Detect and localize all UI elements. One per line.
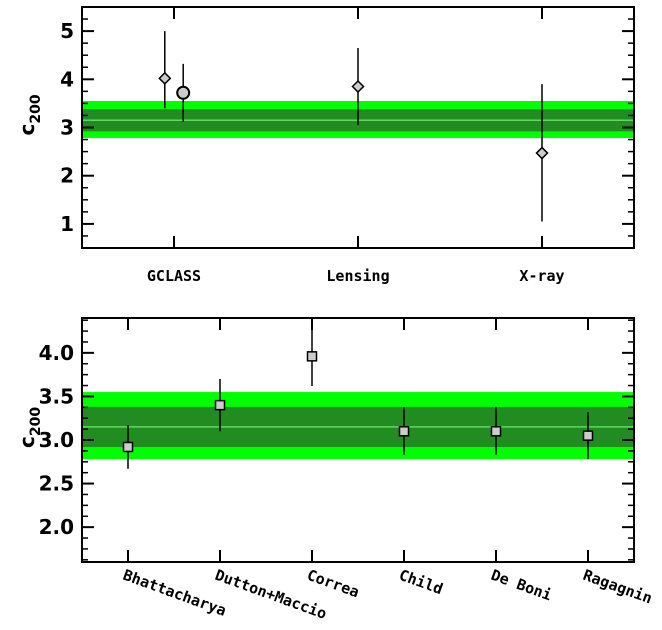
data-point-diamond — [535, 146, 549, 160]
data-point-square — [214, 399, 226, 411]
panel-top: 1 2 3 4 5 GCLASS Lensing X-ray c200 — [15, 6, 635, 285]
ytick-label: 4.0 — [39, 341, 74, 365]
y-axis-title-sub: 200 — [28, 94, 44, 123]
category-label: De Boni — [489, 566, 555, 605]
ytick-label: 3 — [60, 116, 74, 140]
y-axis-title-main: c — [15, 436, 39, 448]
ytick-label: 3.5 — [39, 384, 74, 408]
ytick-label: 2 — [60, 164, 74, 188]
y-axis-title: c200 — [15, 94, 44, 135]
ytick-label: 2.5 — [39, 472, 74, 496]
category-label: Bhattacharya — [121, 566, 229, 620]
category-label: Lensing — [326, 267, 389, 285]
ytick-label: 3.0 — [39, 428, 74, 452]
data-point-square — [582, 430, 594, 441]
data-point-square — [490, 426, 502, 437]
data-point-square — [122, 441, 134, 453]
category-label: Ragagnin — [581, 566, 655, 608]
category-label: Correa — [305, 566, 362, 601]
data-point-diamond — [351, 79, 365, 94]
y-axis-title-sub: 200 — [28, 407, 44, 436]
data-point-diamond — [158, 71, 172, 85]
category-label: X-ray — [519, 267, 564, 285]
ytick-label: 2.0 — [39, 515, 74, 539]
category-label: GCLASS — [147, 267, 201, 285]
data-point-circle — [176, 85, 191, 100]
panel-bottom: 2.02.53.03.54.0BhattacharyaDutton+Maccio… — [15, 317, 655, 623]
ytick-label: 4 — [60, 67, 74, 91]
ytick-label: 1 — [60, 212, 74, 236]
y-axis-title: c200 — [15, 407, 44, 448]
ytick-label: 5 — [60, 19, 74, 43]
category-label: Child — [397, 566, 446, 598]
data-point-square — [306, 351, 318, 362]
data-point-square — [398, 426, 410, 437]
y-axis-title-main: c — [15, 124, 39, 136]
